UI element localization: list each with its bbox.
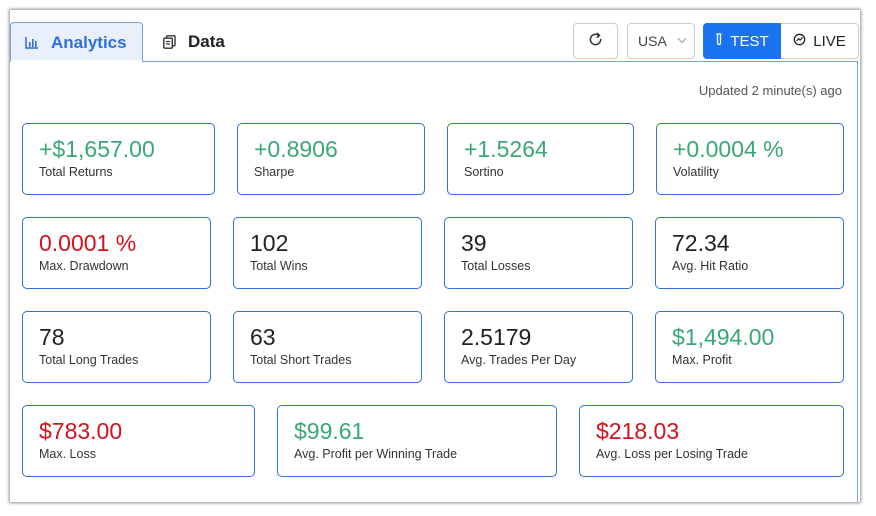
metric-label: Avg. Trades Per Day xyxy=(461,353,577,367)
metric-card-avg-loss-losing: $218.03 Avg. Loss per Losing Trade xyxy=(579,405,844,477)
metric-card-avg-profit-winning: $99.61 Avg. Profit per Winning Trade xyxy=(277,405,557,477)
metric-card-total-wins: 102 Total Wins xyxy=(233,217,422,289)
test-mode-label: TEST xyxy=(730,32,769,50)
metric-label: Sortino xyxy=(464,165,504,179)
metric-label: Max. Drawdown xyxy=(39,259,129,273)
metric-label: Volatility xyxy=(673,165,719,179)
live-mode-label: LIVE xyxy=(813,32,846,50)
gauge-icon xyxy=(793,33,806,50)
metric-value: +0.0004 % xyxy=(673,136,784,162)
metric-card-sharpe: +0.8906 Sharpe xyxy=(237,123,425,195)
metric-card-avg-hit-ratio: 72.34 Avg. Hit Ratio xyxy=(655,217,844,289)
metric-label: Max. Profit xyxy=(672,353,732,367)
country-select-value: USA xyxy=(638,33,667,49)
metric-value: +0.8906 xyxy=(254,136,338,162)
metric-label: Avg. Loss per Losing Trade xyxy=(596,447,748,461)
test-mode-button[interactable]: TEST xyxy=(703,23,781,59)
metric-card-max-loss: $783.00 Max. Loss xyxy=(22,405,255,477)
metric-card-max-profit: $1,494.00 Max. Profit xyxy=(655,311,844,383)
metric-value: $783.00 xyxy=(39,418,123,444)
metric-card-total-short-trades: 63 Total Short Trades xyxy=(233,311,422,383)
metric-label: Total Long Trades xyxy=(39,353,139,367)
chevron-down-icon xyxy=(677,35,687,47)
metric-value: +$1,657.00 xyxy=(39,136,155,162)
app-window: Analytics Data USA xyxy=(10,10,860,502)
metric-value: $218.03 xyxy=(596,418,680,444)
metric-value: $1,494.00 xyxy=(672,324,775,350)
tab-analytics[interactable]: Analytics xyxy=(10,22,143,62)
refresh-icon xyxy=(588,32,603,50)
refresh-button[interactable] xyxy=(573,23,618,59)
tab-connector xyxy=(11,60,142,63)
metric-label: Avg. Hit Ratio xyxy=(672,259,749,273)
metric-label: Sharpe xyxy=(254,165,295,179)
metric-card-total-long-trades: 78 Total Long Trades xyxy=(22,311,211,383)
metric-label: Total Returns xyxy=(39,165,113,179)
tab-data[interactable]: Data xyxy=(163,22,225,61)
mode-toggle: TEST LIVE xyxy=(703,23,859,59)
last-updated-text: Updated 2 minute(s) ago xyxy=(698,83,842,98)
documents-icon xyxy=(163,34,176,49)
metric-label: Avg. Profit per Winning Trade xyxy=(294,447,458,461)
live-mode-button[interactable]: LIVE xyxy=(781,23,859,59)
metric-card-avg-trades-per-day: 2.5179 Avg. Trades Per Day xyxy=(444,311,633,383)
metric-label: Max. Loss xyxy=(39,447,96,461)
metric-value: +1.5264 xyxy=(464,136,548,162)
metric-value: 72.34 xyxy=(672,230,730,256)
metric-value: $99.61 xyxy=(294,418,365,444)
metric-card-max-drawdown: 0.0001 % Max. Drawdown xyxy=(22,217,211,289)
metric-value: 2.5179 xyxy=(461,324,532,350)
analytics-panel xyxy=(10,61,858,502)
tab-data-label: Data xyxy=(188,31,225,51)
metric-label: Total Losses xyxy=(461,259,531,273)
metric-value: 39 xyxy=(461,230,487,256)
metric-value: 102 xyxy=(250,230,289,256)
bar-chart-icon xyxy=(25,36,39,49)
tab-analytics-label: Analytics xyxy=(51,32,127,52)
metric-card-total-returns: +$1,657.00 Total Returns xyxy=(22,123,215,195)
metric-card-volatility: +0.0004 % Volatility xyxy=(656,123,844,195)
metric-value: 78 xyxy=(39,324,65,350)
metric-label: Total Short Trades xyxy=(250,353,352,367)
metric-label: Total Wins xyxy=(250,259,308,273)
metric-value: 63 xyxy=(250,324,276,350)
metric-card-sortino: +1.5264 Sortino xyxy=(447,123,634,195)
metric-card-total-losses: 39 Total Losses xyxy=(444,217,633,289)
country-select[interactable]: USA xyxy=(627,23,695,59)
metric-value: 0.0001 % xyxy=(39,230,137,256)
test-tube-icon xyxy=(715,32,723,50)
